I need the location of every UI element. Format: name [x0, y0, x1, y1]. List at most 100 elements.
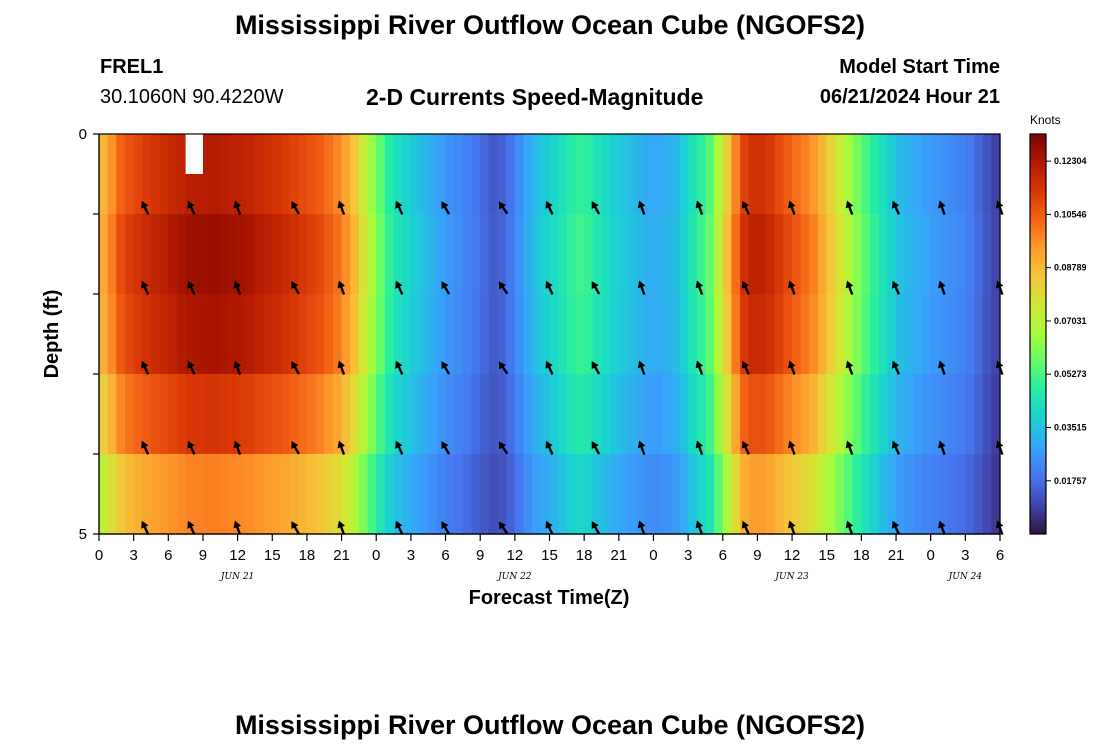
heatmap-cell — [549, 214, 559, 295]
heatmap-cell — [740, 214, 750, 295]
heatmap-cell — [809, 134, 819, 215]
heatmap-cell — [757, 134, 767, 215]
heatmap-cell — [783, 454, 793, 535]
heatmap-cell — [740, 294, 750, 375]
heatmap-cell — [584, 454, 594, 535]
heatmap-cell — [714, 374, 724, 455]
heatmap-cell — [350, 454, 360, 535]
heatmap-cell — [592, 454, 603, 535]
heatmap-cell — [904, 294, 914, 375]
heatmap-cell — [766, 214, 776, 295]
heatmap-cell — [514, 454, 525, 535]
current-vector-arrow — [845, 200, 854, 215]
current-vector-arrow — [891, 280, 901, 295]
heatmap-cell — [618, 214, 629, 295]
heatmap-cell — [549, 374, 559, 455]
heatmap-cell — [826, 214, 836, 295]
heatmap-cell — [705, 374, 715, 455]
heatmap-cell — [540, 374, 551, 455]
heatmap-cell — [246, 374, 256, 455]
heatmap-cell — [194, 294, 204, 375]
current-vector-arrow — [741, 360, 750, 375]
heatmap-cell — [289, 294, 299, 375]
heatmap-cell — [341, 454, 351, 535]
heatmap-cell — [870, 134, 880, 215]
heatmap-cell — [965, 214, 975, 295]
heatmap-cell — [982, 454, 992, 535]
heatmap-cell — [298, 454, 308, 535]
heatmap-cell — [523, 294, 533, 375]
heatmap-cell — [610, 294, 620, 375]
x-tick-label: 21 — [610, 547, 627, 564]
x-tick-label: 15 — [541, 547, 558, 564]
current-vector-arrow — [141, 440, 150, 455]
heatmap-cell — [237, 134, 247, 215]
heatmap-cell — [462, 134, 473, 215]
heatmap-cell — [835, 134, 845, 215]
x-tick-label: 12 — [507, 547, 524, 564]
heatmap-cell — [809, 374, 819, 455]
x-tick-label: 12 — [229, 547, 246, 564]
heatmap-cell — [800, 294, 810, 375]
heatmap-cell — [896, 294, 906, 375]
heatmap-cell — [818, 374, 828, 455]
heatmap-cell — [896, 214, 906, 295]
heatmap-cell — [670, 294, 681, 375]
heatmap-cell — [696, 374, 707, 455]
heatmap-cell — [237, 454, 247, 535]
heatmap-cell — [254, 134, 265, 215]
heatmap-cell — [402, 134, 412, 215]
heatmap-cell — [402, 214, 412, 295]
x-tick-label: 18 — [853, 547, 870, 564]
heatmap-cell — [930, 214, 940, 295]
colorbar-tick-label: 0.03515 — [1054, 422, 1087, 432]
heatmap-cell — [220, 134, 230, 215]
heatmap-cell — [913, 454, 923, 535]
heatmap-cell — [601, 214, 611, 295]
heatmap-cell — [878, 134, 888, 215]
heatmap-cell — [653, 374, 663, 455]
current-vector-arrow — [787, 200, 796, 215]
current-vector-arrow — [187, 200, 196, 215]
heatmap-cell — [592, 214, 603, 295]
heatmap-cell — [896, 374, 906, 455]
heatmap-cell — [358, 214, 369, 295]
current-vector-arrow — [441, 361, 451, 375]
heatmap-cell — [792, 374, 802, 455]
heatmap-cell — [462, 214, 473, 295]
heatmap-cell — [575, 134, 585, 215]
heatmap-cell — [376, 294, 386, 375]
heatmap-cell — [341, 374, 351, 455]
heatmap-cell — [618, 294, 629, 375]
heatmap-cell — [774, 294, 785, 375]
heatmap-cell — [168, 214, 178, 295]
current-vector-arrow — [741, 280, 750, 295]
heatmap-cell — [991, 134, 1001, 215]
heatmap-cell — [159, 134, 169, 215]
heatmap-cell — [263, 294, 273, 375]
heatmap-cell — [332, 454, 343, 535]
heatmap-cell — [263, 134, 273, 215]
heatmap-cell — [315, 374, 325, 455]
heatmap-cell — [211, 214, 221, 295]
heatmap-cell — [662, 374, 672, 455]
heatmap-cell — [722, 294, 733, 375]
heatmap-cell — [662, 214, 672, 295]
heatmap-cell — [497, 454, 507, 535]
heatmap-cell — [384, 454, 395, 535]
heatmap-cell — [124, 214, 135, 295]
x-tick-label: 3 — [684, 547, 692, 564]
heatmap-cell — [480, 214, 490, 295]
heatmap-cell — [462, 454, 473, 535]
heatmap-cell — [670, 134, 681, 215]
heatmap-cell — [280, 374, 291, 455]
heatmap-cell — [99, 454, 109, 535]
x-tick-label: 3 — [407, 547, 415, 564]
heatmap-cell — [887, 214, 897, 295]
heatmap-cell — [298, 294, 308, 375]
heatmap-cell — [514, 294, 525, 375]
x-tick-label: 0 — [649, 547, 657, 564]
colorbar: 0.12304 0.10546 0.08789 0.07031 0.05273 0.035… — [1029, 133, 1087, 535]
current-vector-arrow — [141, 360, 150, 375]
heatmap-cell — [852, 294, 862, 375]
